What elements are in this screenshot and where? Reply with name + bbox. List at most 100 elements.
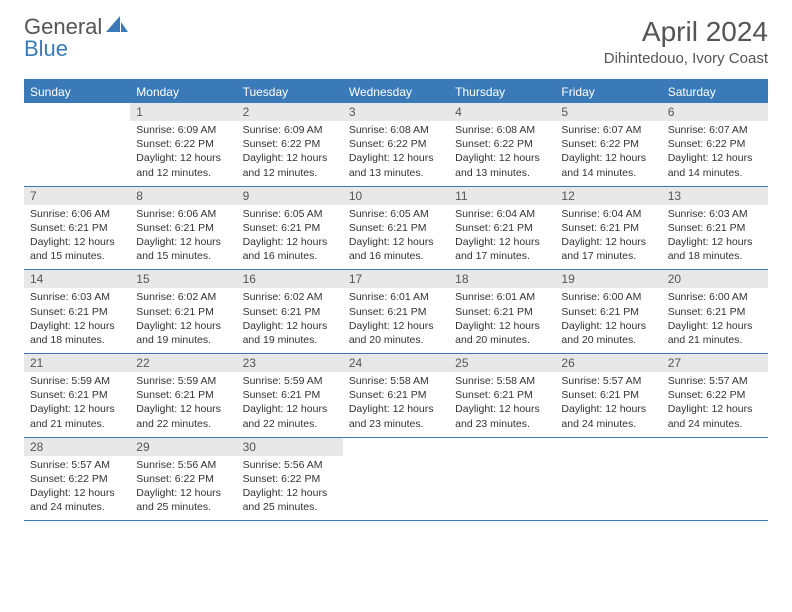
day-cell: [343, 438, 449, 521]
day-cell: 14Sunrise: 6:03 AMSunset: 6:21 PMDayligh…: [24, 270, 130, 353]
weekday-thursday: Thursday: [449, 81, 555, 103]
day-info: Sunrise: 6:09 AMSunset: 6:22 PMDaylight:…: [237, 121, 343, 180]
day-info: Sunrise: 5:57 AMSunset: 6:22 PMDaylight:…: [662, 372, 768, 431]
day-number: 15: [130, 270, 236, 288]
day-cell: 27Sunrise: 5:57 AMSunset: 6:22 PMDayligh…: [662, 354, 768, 437]
month-title: April 2024: [604, 16, 768, 48]
day-number: 14: [24, 270, 130, 288]
day-cell: [662, 438, 768, 521]
day-info: Sunrise: 6:00 AMSunset: 6:21 PMDaylight:…: [555, 288, 661, 347]
day-number: 12: [555, 187, 661, 205]
weekday-header: SundayMondayTuesdayWednesdayThursdayFrid…: [24, 81, 768, 103]
day-cell: 15Sunrise: 6:02 AMSunset: 6:21 PMDayligh…: [130, 270, 236, 353]
day-cell: 4Sunrise: 6:08 AMSunset: 6:22 PMDaylight…: [449, 103, 555, 186]
weekday-wednesday: Wednesday: [343, 81, 449, 103]
day-cell: 24Sunrise: 5:58 AMSunset: 6:21 PMDayligh…: [343, 354, 449, 437]
day-cell: [555, 438, 661, 521]
day-info: Sunrise: 6:06 AMSunset: 6:21 PMDaylight:…: [24, 205, 130, 264]
day-number: 17: [343, 270, 449, 288]
day-cell: 18Sunrise: 6:01 AMSunset: 6:21 PMDayligh…: [449, 270, 555, 353]
day-info: Sunrise: 6:02 AMSunset: 6:21 PMDaylight:…: [130, 288, 236, 347]
day-number: 5: [555, 103, 661, 121]
day-number: 26: [555, 354, 661, 372]
week-row: 21 Sunrise: 5:59 AMSunset: 6:21 PMDayligh…: [24, 354, 768, 438]
day-cell: 19Sunrise: 6:00 AMSunset: 6:21 PMDayligh…: [555, 270, 661, 353]
day-number: 30: [237, 438, 343, 456]
day-info: Sunrise: 6:00 AMSunset: 6:21 PMDaylight:…: [662, 288, 768, 347]
day-cell: 26Sunrise: 5:57 AMSunset: 6:21 PMDayligh…: [555, 354, 661, 437]
weekday-tuesday: Tuesday: [237, 81, 343, 103]
day-info: Sunrise: 5:57 AMSunset: 6:21 PMDaylight:…: [555, 372, 661, 431]
weekday-saturday: Saturday: [662, 81, 768, 103]
day-info: Sunrise: 5:57 AMSunset: 6:22 PMDaylight:…: [24, 456, 130, 515]
day-cell: 23Sunrise: 5:59 AMSunset: 6:21 PMDayligh…: [237, 354, 343, 437]
day-info: Sunrise: 6:08 AMSunset: 6:22 PMDaylight:…: [449, 121, 555, 180]
day-number: [449, 438, 555, 456]
day-number: 4: [449, 103, 555, 121]
weekday-sunday: Sunday: [24, 81, 130, 103]
day-cell: 5Sunrise: 6:07 AMSunset: 6:22 PMDaylight…: [555, 103, 661, 186]
location: Dihintedouo, Ivory Coast: [604, 50, 768, 67]
day-number: [662, 438, 768, 456]
day-number: 23: [237, 354, 343, 372]
day-info: Sunrise: 6:05 AMSunset: 6:21 PMDaylight:…: [237, 205, 343, 264]
day-number: 25: [449, 354, 555, 372]
day-info: Sunrise: 6:03 AMSunset: 6:21 PMDaylight:…: [24, 288, 130, 347]
day-number: 10: [343, 187, 449, 205]
day-info: Sunrise: 6:02 AMSunset: 6:21 PMDaylight:…: [237, 288, 343, 347]
day-info: Sunrise: 5:56 AMSunset: 6:22 PMDaylight:…: [130, 456, 236, 515]
day-number: 18: [449, 270, 555, 288]
day-number: 24: [343, 354, 449, 372]
weekday-friday: Friday: [555, 81, 661, 103]
day-cell: 12Sunrise: 6:04 AMSunset: 6:21 PMDayligh…: [555, 187, 661, 270]
day-cell: 11Sunrise: 6:04 AMSunset: 6:21 PMDayligh…: [449, 187, 555, 270]
week-row: 14Sunrise: 6:03 AMSunset: 6:21 PMDayligh…: [24, 270, 768, 354]
day-info: Sunrise: 6:08 AMSunset: 6:22 PMDaylight:…: [343, 121, 449, 180]
day-info: Sunrise: 6:04 AMSunset: 6:21 PMDaylight:…: [555, 205, 661, 264]
title-block: April 2024 Dihintedouo, Ivory Coast: [604, 16, 768, 67]
week-row: 7Sunrise: 6:06 AMSunset: 6:21 PMDaylight…: [24, 187, 768, 271]
day-info: Sunrise: 6:03 AMSunset: 6:21 PMDaylight:…: [662, 205, 768, 264]
calendar: SundayMondayTuesdayWednesdayThursdayFrid…: [24, 79, 768, 521]
day-number: 9: [237, 187, 343, 205]
day-cell: 28Sunrise: 5:57 AMSunset: 6:22 PMDayligh…: [24, 438, 130, 521]
day-info: Sunrise: 6:01 AMSunset: 6:21 PMDaylight:…: [449, 288, 555, 347]
day-number: [343, 438, 449, 456]
day-cell: 25Sunrise: 5:58 AMSunset: 6:21 PMDayligh…: [449, 354, 555, 437]
day-cell: 3Sunrise: 6:08 AMSunset: 6:22 PMDaylight…: [343, 103, 449, 186]
day-cell: [449, 438, 555, 521]
day-number: 11: [449, 187, 555, 205]
day-number: 2: [237, 103, 343, 121]
day-cell: 8Sunrise: 6:06 AMSunset: 6:21 PMDaylight…: [130, 187, 236, 270]
logo-sail-icon: [106, 14, 128, 39]
weekday-monday: Monday: [130, 81, 236, 103]
day-cell: 9Sunrise: 6:05 AMSunset: 6:21 PMDaylight…: [237, 187, 343, 270]
day-number: 20: [662, 270, 768, 288]
day-number: 16: [237, 270, 343, 288]
day-info: Sunrise: 5:59 AMSunset: 6:21 PMDaylight:…: [237, 372, 343, 431]
day-number: [24, 103, 130, 121]
week-row: 1Sunrise: 6:09 AMSunset: 6:22 PMDaylight…: [24, 103, 768, 187]
day-info: Sunrise: 6:09 AMSunset: 6:22 PMDaylight:…: [130, 121, 236, 180]
day-info: Sunrise: 5:58 AMSunset: 6:21 PMDaylight:…: [449, 372, 555, 431]
logo: GeneralBlue: [24, 16, 128, 60]
day-number: 13: [662, 187, 768, 205]
week-row: 28Sunrise: 5:57 AMSunset: 6:22 PMDayligh…: [24, 438, 768, 522]
day-cell: 7Sunrise: 6:06 AMSunset: 6:21 PMDaylight…: [24, 187, 130, 270]
day-number: 21: [24, 354, 130, 372]
day-number: 8: [130, 187, 236, 205]
day-cell: [24, 103, 130, 186]
day-cell: 21Sunrise: 5:59 AMSunset: 6:21 PMDayligh…: [24, 354, 130, 437]
day-number: 6: [662, 103, 768, 121]
day-cell: 29Sunrise: 5:56 AMSunset: 6:22 PMDayligh…: [130, 438, 236, 521]
page-header: GeneralBlue April 2024 Dihintedouo, Ivor…: [0, 0, 792, 75]
weeks-container: 1Sunrise: 6:09 AMSunset: 6:22 PMDaylight…: [24, 103, 768, 521]
day-info: Sunrise: 6:07 AMSunset: 6:22 PMDaylight:…: [555, 121, 661, 180]
day-info: Sunrise: 6:05 AMSunset: 6:21 PMDaylight:…: [343, 205, 449, 264]
day-cell: 13Sunrise: 6:03 AMSunset: 6:21 PMDayligh…: [662, 187, 768, 270]
day-info: Sunrise: 6:06 AMSunset: 6:21 PMDaylight:…: [130, 205, 236, 264]
day-cell: 30Sunrise: 5:56 AMSunset: 6:22 PMDayligh…: [237, 438, 343, 521]
day-number: 28: [24, 438, 130, 456]
day-number: 1: [130, 103, 236, 121]
day-number: [555, 438, 661, 456]
